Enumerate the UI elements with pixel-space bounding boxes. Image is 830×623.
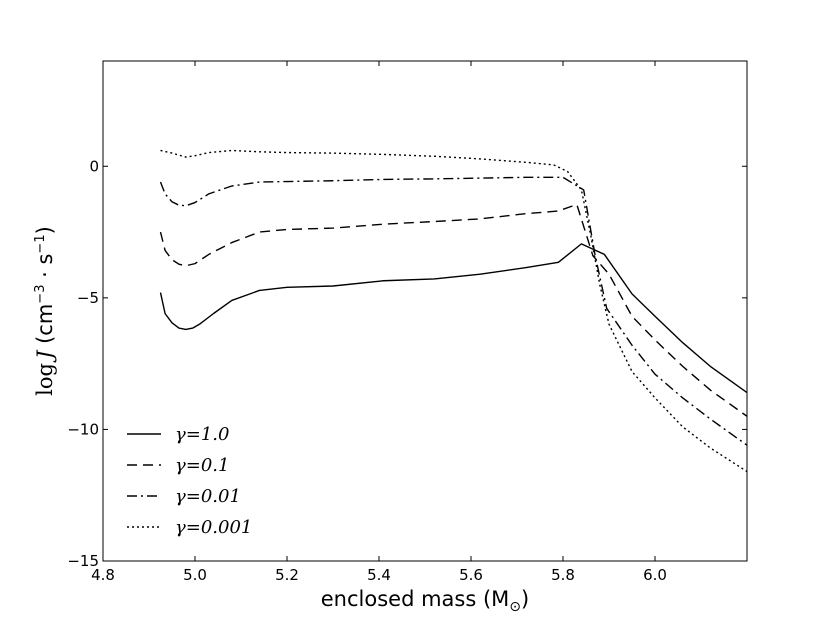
y-tick-label: 0 bbox=[89, 157, 99, 175]
y-tick-label: −10 bbox=[67, 420, 99, 438]
y-tick-label: −5 bbox=[77, 289, 99, 307]
legend-label-0: γ=1.0 bbox=[175, 424, 229, 445]
series-line-0 bbox=[159, 243, 747, 394]
x-tick-label: 4.8 bbox=[91, 566, 115, 584]
plot-frame bbox=[102, 60, 748, 562]
ticks-layer: 4.8 5.0 5.2 5.4 5.6 5.8 6.0 −15 −10 −5 0 bbox=[67, 61, 747, 584]
x-tick-label: 5.4 bbox=[367, 566, 391, 584]
x-tick-label: 6.0 bbox=[643, 566, 667, 584]
series-layer bbox=[159, 149, 747, 473]
legend-label-3: γ=0.001 bbox=[175, 517, 252, 538]
y-tick-label: −15 bbox=[67, 552, 99, 570]
series-line-2 bbox=[159, 176, 747, 446]
legend: γ=1.0 γ=0.1 γ=0.01 γ=0.001 bbox=[127, 424, 252, 538]
series-line-1 bbox=[159, 203, 747, 417]
x-tick-label: 5.6 bbox=[459, 566, 483, 584]
x-tick-label: 5.2 bbox=[275, 566, 299, 584]
x-axis-label: enclosed mass (M⊙) bbox=[321, 587, 529, 615]
legend-label-1: γ=0.1 bbox=[175, 455, 229, 476]
y-axis-label: logJ (cm−3 · s−1) bbox=[33, 226, 57, 396]
x-axis-label-subscript: ⊙ bbox=[509, 599, 521, 615]
legend-label-2: γ=0.01 bbox=[175, 486, 241, 507]
x-tick-label: 5.0 bbox=[183, 566, 207, 584]
x-tick-label: 5.8 bbox=[551, 566, 575, 584]
